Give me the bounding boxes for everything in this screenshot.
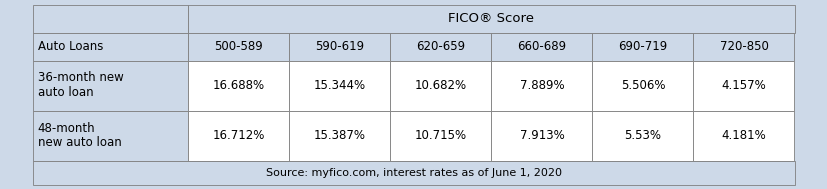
Text: 5.506%: 5.506%	[620, 79, 664, 92]
Bar	[189, 33, 289, 60]
Text: 16.688%: 16.688%	[213, 79, 265, 92]
Bar	[390, 33, 491, 60]
Text: 620-659: 620-659	[416, 40, 465, 53]
Bar	[33, 5, 189, 33]
Bar	[693, 33, 794, 60]
Bar	[289, 111, 390, 160]
Text: 10.682%: 10.682%	[414, 79, 466, 92]
Text: Auto Loans: Auto Loans	[37, 40, 103, 53]
Text: 48-month
new auto loan: 48-month new auto loan	[37, 122, 122, 149]
Bar	[491, 111, 592, 160]
Bar	[33, 33, 189, 60]
Bar	[189, 111, 289, 160]
Bar	[390, 60, 491, 111]
Text: 15.387%: 15.387%	[313, 129, 366, 142]
Bar	[693, 60, 794, 111]
Bar	[491, 33, 592, 60]
Text: FICO® Score: FICO® Score	[448, 12, 534, 25]
Text: 5.53%: 5.53%	[624, 129, 661, 142]
Bar	[189, 5, 794, 33]
Text: 690-719: 690-719	[618, 40, 667, 53]
Bar	[33, 160, 794, 184]
Bar	[693, 111, 794, 160]
Bar	[289, 60, 390, 111]
Bar	[592, 111, 693, 160]
Text: 7.913%: 7.913%	[519, 129, 564, 142]
Text: 4.157%: 4.157%	[721, 79, 766, 92]
Bar	[592, 60, 693, 111]
Text: 4.181%: 4.181%	[721, 129, 766, 142]
Text: 16.712%: 16.712%	[213, 129, 265, 142]
Bar	[491, 60, 592, 111]
Text: 660-689: 660-689	[517, 40, 566, 53]
Text: 15.344%: 15.344%	[313, 79, 366, 92]
Text: 36-month new
auto loan: 36-month new auto loan	[37, 71, 123, 99]
Text: 10.715%: 10.715%	[414, 129, 466, 142]
Text: 7.889%: 7.889%	[519, 79, 564, 92]
Text: Source: myfico.com, interest rates as of June 1, 2020: Source: myfico.com, interest rates as of…	[265, 167, 562, 177]
Bar	[33, 60, 189, 111]
Bar	[289, 33, 390, 60]
Bar	[189, 60, 289, 111]
Text: 720-850: 720-850	[719, 40, 767, 53]
Text: 590-619: 590-619	[315, 40, 364, 53]
Bar	[390, 111, 491, 160]
Bar	[592, 33, 693, 60]
Text: 500-589: 500-589	[214, 40, 263, 53]
Bar	[33, 111, 189, 160]
